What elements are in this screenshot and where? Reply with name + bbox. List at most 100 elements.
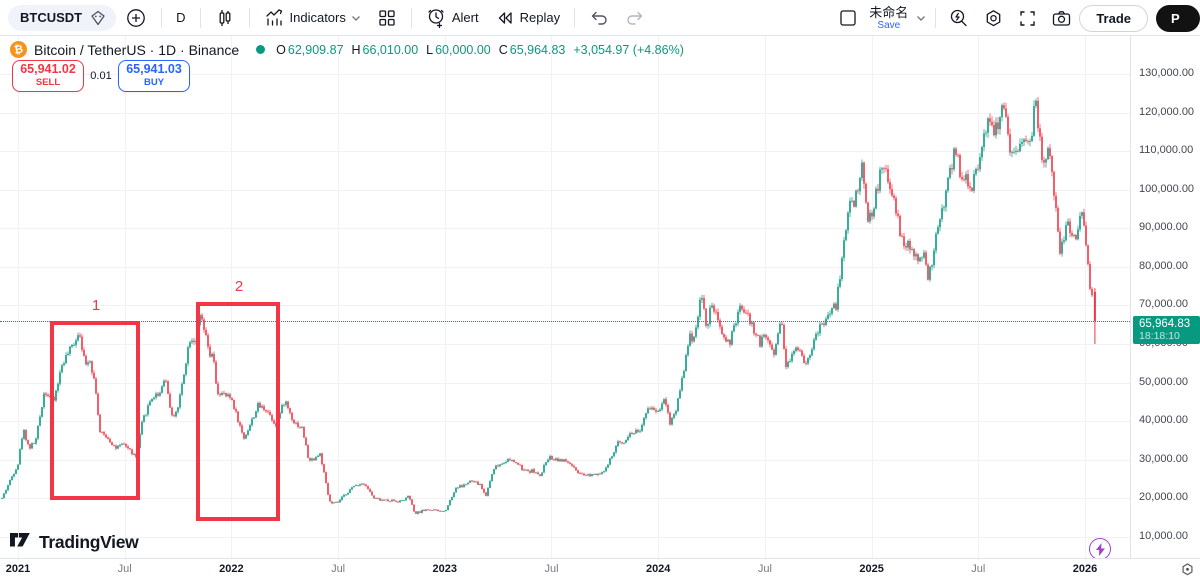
candlestick-chart-canvas[interactable] — [0, 36, 1130, 558]
chart-pane[interactable]: 1 2 ₿ Bitcoin / TetherUS · 1D · Binance O… — [0, 36, 1130, 558]
candlestick-icon — [215, 8, 235, 28]
quick-search-button[interactable] — [941, 4, 976, 32]
layout-square-icon — [838, 8, 858, 28]
time-axis-label[interactable]: Jul — [331, 563, 346, 575]
price-axis[interactable]: 65,964.83 18:18:10 10,000.00 20,000.00 30,… — [1130, 36, 1200, 558]
last-price-value: 65,964.83 — [1139, 318, 1191, 331]
time-axis-label[interactable]: 2022 — [219, 563, 244, 575]
time-axis-label[interactable]: 2023 — [432, 563, 458, 575]
tradingview-watermark[interactable]: TradingView — [10, 532, 139, 553]
symbol-info-row[interactable]: ₿ Bitcoin / TetherUS · 1D · Binance O 62,… — [8, 39, 684, 60]
chevron-down-icon — [351, 14, 361, 22]
alert-label: Alert — [451, 10, 479, 25]
indicators-label: Indicators — [289, 10, 346, 25]
indicators-button[interactable]: Indicators — [257, 4, 368, 32]
trade-button[interactable]: Trade — [1079, 4, 1148, 32]
replay-button[interactable]: Replay — [488, 4, 567, 32]
undo-icon — [589, 9, 609, 27]
timeframe-label: D — [176, 10, 186, 25]
time-axis[interactable]: 2021 Jul 2022 Jul 2023 Jul 2024 Jul 2025 Jul 2026 — [0, 558, 1200, 580]
low-value: 60,000.00 — [435, 42, 491, 57]
price-axis-label: 130,000.00 — [1139, 67, 1195, 79]
time-axis-label[interactable]: Jul — [971, 563, 986, 575]
time-axis-label[interactable]: Jul — [117, 563, 132, 575]
toolbar-divider — [248, 7, 250, 28]
price-axis-label: 10,000.00 — [1139, 529, 1188, 542]
toolbar-divider — [574, 7, 576, 28]
market-status-dot-icon — [256, 45, 266, 54]
settings-button[interactable] — [976, 4, 1011, 32]
price-axis-label: 20,000.00 — [1139, 491, 1188, 504]
alert-button[interactable]: Alert — [419, 4, 486, 32]
symbol-detail-diamond-icon — [90, 10, 106, 26]
symbol-label: BTCUSDT — [20, 10, 83, 25]
ohlc-values: O 62,909.87 H 66,010.00 L 60,000.00 C 65,964… — [276, 43, 684, 57]
sell-label: SELL — [35, 77, 61, 89]
high-label: H — [351, 42, 361, 57]
toolbar-divider — [935, 8, 937, 28]
layout-menu-chevron[interactable] — [912, 4, 930, 32]
time-axis-label[interactable]: 2026 — [1072, 563, 1098, 575]
timezone-settings-gear-icon[interactable] — [1180, 562, 1195, 580]
fullscreen-button[interactable] — [1011, 4, 1044, 32]
publish-button[interactable]: P — [1156, 4, 1200, 32]
annotation-label-2: 2 — [234, 278, 244, 295]
last-price-dotted-line — [0, 321, 1130, 323]
time-axis-label[interactable]: 2025 — [859, 563, 884, 575]
close-value: 65,964.83 — [509, 42, 566, 57]
save-label[interactable]: Save — [877, 19, 901, 31]
flash-boost-button[interactable] — [1089, 538, 1111, 558]
undo-button[interactable] — [582, 4, 616, 32]
bar-countdown: 18:18:10 — [1139, 330, 1180, 343]
close-label: C — [498, 42, 508, 57]
sell-button[interactable]: 65,941.02 SELL — [12, 60, 84, 92]
layout-select-button[interactable] — [831, 4, 865, 32]
replay-rewind-icon — [495, 8, 515, 28]
buy-label: BUY — [143, 77, 165, 89]
alert-clock-icon — [426, 7, 447, 28]
annotation-rect-2[interactable] — [196, 302, 280, 521]
layout-name-button[interactable]: 未命名 Save — [865, 6, 912, 31]
compare-add-symbol-button[interactable] — [118, 4, 154, 32]
low-label: L — [426, 42, 434, 57]
time-axis-label[interactable]: Jul — [757, 563, 772, 575]
time-axis-label[interactable]: 2021 — [5, 563, 31, 575]
price-axis-label: 30,000.00 — [1139, 452, 1188, 465]
redo-icon — [625, 9, 645, 27]
snapshot-button[interactable] — [1044, 4, 1079, 32]
tradingview-watermark-text: TradingView — [39, 532, 139, 552]
price-axis-label: 120,000.00 — [1139, 105, 1195, 118]
top-toolbar: BTCUSDT D — [0, 0, 1200, 36]
indicator-templates-button[interactable] — [370, 4, 404, 32]
chevron-down-icon — [916, 14, 926, 22]
plus-circle-icon — [125, 7, 147, 29]
buy-price: 65,941.03 — [126, 62, 182, 77]
order-panel: 65,941.02 SELL 0.01 65,941.03 BUY — [12, 60, 190, 92]
spread-value: 0.01 — [90, 70, 112, 82]
open-value: 62,909.87 — [287, 42, 344, 57]
time-axis-label[interactable]: 2024 — [645, 563, 671, 575]
bitcoin-logo-icon: ₿ — [8, 39, 29, 60]
price-axis-label: 80,000.00 — [1139, 259, 1188, 272]
chart-style-button[interactable] — [208, 4, 242, 32]
toolbar-divider — [199, 7, 201, 28]
timeframe-button[interactable]: D — [169, 4, 192, 32]
price-axis-label: 90,000.00 — [1139, 221, 1188, 234]
annotation-rect-1[interactable] — [50, 321, 140, 500]
toolbar-divider — [161, 7, 163, 28]
symbol-search-button[interactable]: BTCUSDT — [8, 4, 117, 31]
grid-templates-icon — [377, 8, 397, 28]
redo-button[interactable] — [618, 4, 652, 32]
last-price-badge[interactable]: 65,964.83 18:18:10 — [1133, 316, 1200, 345]
publish-label: P — [1171, 10, 1180, 26]
fullscreen-icon — [1018, 9, 1037, 28]
annotation-label-1: 1 — [91, 297, 101, 314]
buy-button[interactable]: 65,941.03 BUY — [118, 60, 190, 92]
price-axis-label: 40,000.00 — [1139, 414, 1188, 427]
change-value: +3,054.97 (+4.86%) — [573, 42, 684, 57]
indicators-icon — [264, 7, 285, 28]
time-axis-label[interactable]: Jul — [544, 563, 559, 575]
gear-icon — [983, 8, 1004, 29]
symbol-title[interactable]: Bitcoin / TetherUS · 1D · Binance — [34, 41, 240, 58]
